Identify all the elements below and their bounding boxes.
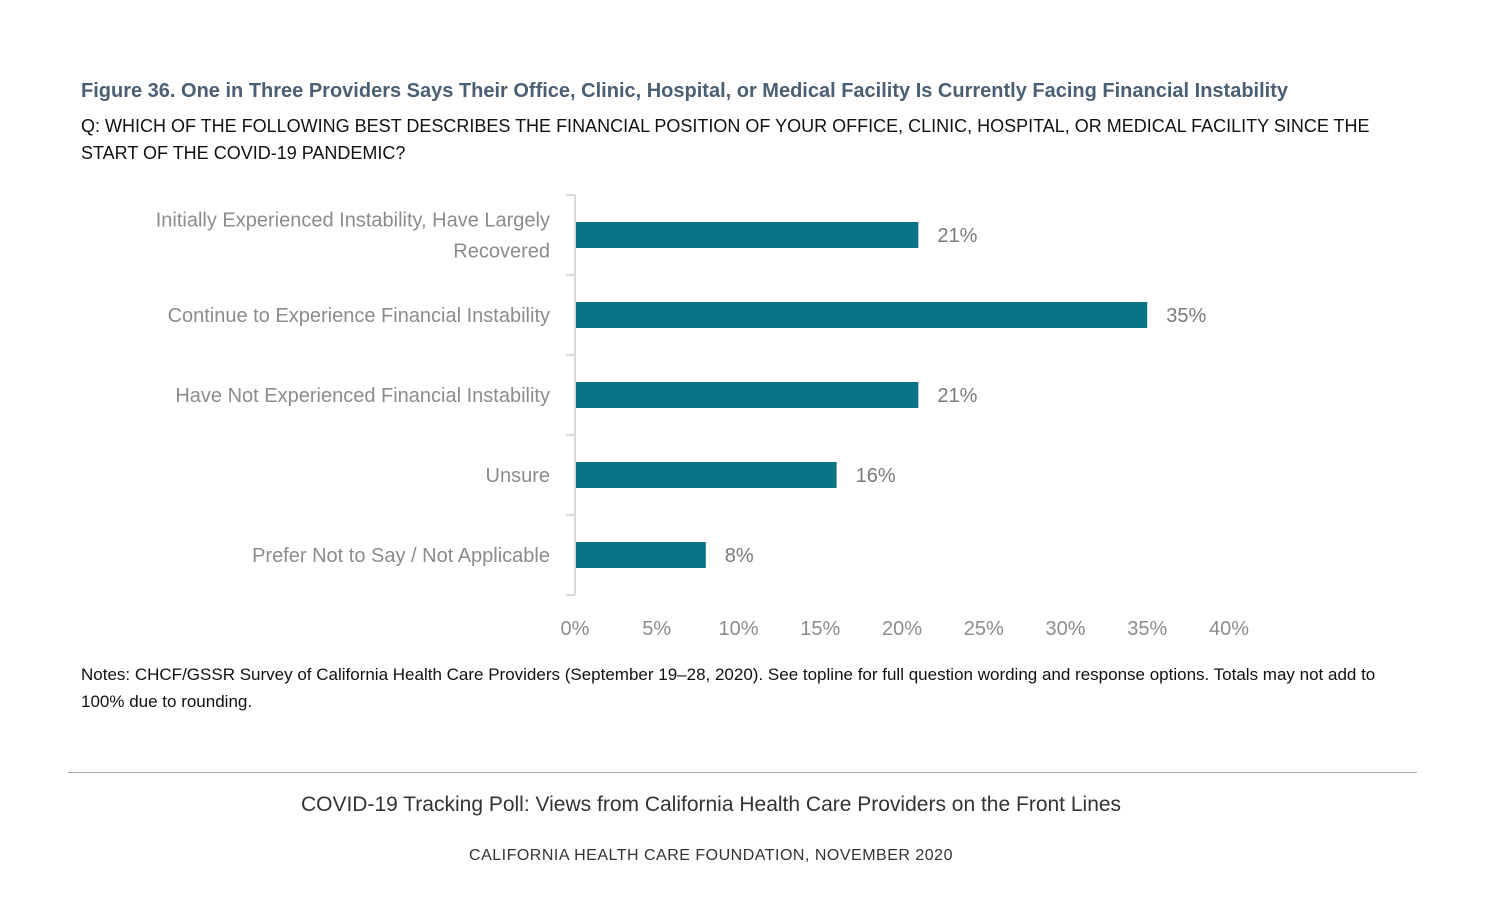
x-tick-label: 25% — [964, 618, 1004, 640]
data-label: 35% — [1166, 305, 1206, 327]
bar — [576, 542, 706, 568]
x-tick-label: 35% — [1127, 618, 1167, 640]
category-label: Prefer Not to Say / Not Applicable — [252, 545, 550, 567]
bar — [576, 222, 919, 248]
category-label: Initially Experienced Instability, Have … — [156, 210, 550, 263]
data-label: 21% — [937, 225, 977, 247]
category-label: Have Not Experienced Financial Instabili… — [175, 385, 550, 407]
x-tick-label: 15% — [800, 618, 840, 640]
bar — [576, 382, 919, 408]
report-title: COVID-19 Tracking Poll: Views from Calif… — [300, 793, 1122, 816]
data-label: 21% — [937, 385, 977, 407]
category-label: Unsure — [486, 465, 550, 487]
footer-divider — [68, 772, 1417, 773]
x-tick-label: 40% — [1209, 618, 1249, 640]
figure-title: Figure 36. One in Three Providers Says T… — [81, 80, 1288, 102]
bar — [576, 462, 837, 488]
publisher-credit: CALIFORNIA HEALTH CARE FOUNDATION, NOVEM… — [469, 847, 953, 864]
x-tick-label: 20% — [882, 618, 922, 640]
chart-notes: Notes: CHCF/GSSR Survey of California He… — [81, 665, 1376, 711]
category-label: Continue to Experience Financial Instabi… — [168, 305, 550, 327]
x-tick-label: 30% — [1045, 618, 1085, 640]
x-tick-label: 10% — [718, 618, 758, 640]
x-tick-label: 0% — [561, 618, 590, 640]
x-tick-label: 5% — [642, 618, 671, 640]
data-label: 16% — [856, 465, 896, 487]
data-label: 8% — [725, 545, 754, 567]
survey-question: Q: WHICH OF THE FOLLOWING BEST DESCRIBES… — [81, 116, 1370, 163]
bar — [576, 302, 1148, 328]
